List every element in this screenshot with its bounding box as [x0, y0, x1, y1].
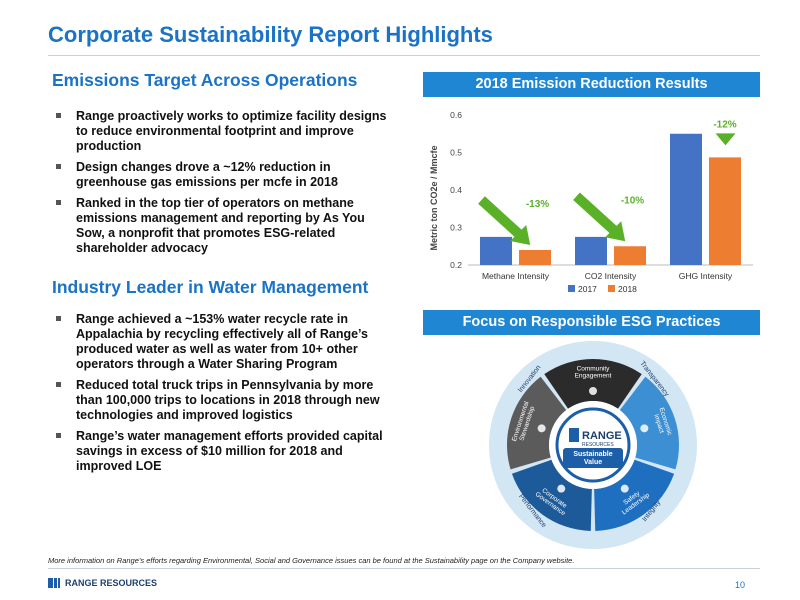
legend-label: 2017 [578, 284, 597, 294]
wheel-segment-2 [594, 459, 675, 531]
bar-2018-0 [519, 250, 551, 265]
chart-banner: 2018 Emission Reduction Results [423, 72, 760, 97]
page-title: Corporate Sustainability Report Highligh… [48, 22, 493, 47]
bullet-square-icon [56, 200, 61, 205]
x-tick-label: Methane Intensity [482, 271, 550, 281]
y-tick-label: 0.6 [450, 110, 462, 120]
list-item: Reduced total truck trips in Pennsylvani… [52, 378, 392, 423]
emissions-heading: Emissions Target Across Operations [52, 70, 358, 90]
list-item: Design changes drove a ~12% reduction in… [52, 160, 392, 190]
bar-2018-1 [614, 246, 646, 265]
bar-2017-2 [670, 133, 702, 265]
emissions-bullet-list: Range proactively works to optimize faci… [52, 109, 392, 262]
bullet-text: Range proactively works to optimize faci… [76, 109, 387, 153]
logo-text: RANGE RESOURCES [65, 578, 158, 588]
bar-2017-0 [480, 236, 512, 265]
center-brand: RANGE [582, 430, 622, 442]
bullet-text: Design changes drove a ~12% reduction in… [76, 160, 338, 189]
list-item: Ranked in the top tier of operators on m… [52, 196, 392, 256]
wheel-segment-1 [619, 376, 679, 470]
y-tick-label: 0.2 [450, 260, 462, 270]
water-heading: Industry Leader in Water Management [52, 277, 369, 297]
legend-label: 2018 [618, 284, 637, 294]
y-tick-label: 0.5 [450, 148, 462, 158]
bullet-text: Reduced total truck trips in Pennsylvani… [76, 378, 380, 422]
wheel-segment-3 [511, 459, 592, 531]
segment-icon [620, 484, 629, 493]
water-bullet-list: Range achieved a ~153% water recycle rat… [52, 312, 392, 480]
range-logo-icon [48, 578, 60, 588]
bullet-square-icon [56, 433, 61, 438]
center-value-badge [563, 448, 623, 468]
bullet-text: Ranked in the top tier of operators on m… [76, 196, 365, 255]
footer-logo: RANGE RESOURCES [48, 578, 157, 588]
bullet-text: Range’s water management efforts provide… [76, 429, 383, 473]
esg-banner: Focus on Responsible ESG Practices [423, 310, 760, 335]
y-tick-label: 0.3 [450, 223, 462, 233]
bar-2017-1 [575, 236, 607, 265]
wheel-segment-label: Community Engagement [575, 366, 612, 380]
reduction-label: -12% [713, 119, 736, 130]
bar-2018-2 [709, 157, 741, 265]
reduction-arrow-head [510, 225, 531, 245]
footnote: More information on Range’s efforts rega… [48, 556, 575, 565]
reduction-label: -13% [526, 199, 549, 210]
segment-icon [640, 424, 649, 433]
list-item: Range proactively works to optimize faci… [52, 109, 392, 154]
legend-swatch-2017 [568, 285, 575, 292]
wheel-segment-0 [544, 359, 642, 409]
reduction-arrow [478, 196, 526, 241]
reduction-arrow-head [715, 133, 736, 146]
x-tick-label: CO2 Intensity [585, 271, 637, 281]
reduction-arrow [573, 192, 621, 237]
page-number: 10 [735, 580, 746, 590]
y-tick-label: 0.4 [450, 185, 462, 195]
bullet-text: Range achieved a ~153% water recycle rat… [76, 312, 369, 371]
range-logo-icon [569, 428, 579, 442]
segment-icon [537, 424, 546, 433]
legend-swatch-2018 [608, 285, 615, 292]
bullet-square-icon [56, 316, 61, 321]
reduction-label: -10% [621, 195, 644, 206]
center-value: Sustainable Value [573, 451, 612, 466]
reduction-arrow-head [605, 221, 626, 242]
bullet-square-icon [56, 382, 61, 387]
emission-chart: Metric ton CO2e / Mmcfe 0.2 0.3 0.4 0.5 0.6 M… [429, 110, 753, 294]
list-item: Range achieved a ~153% water recycle rat… [52, 312, 392, 372]
y-axis-label: Metric ton CO2e / Mmcfe [429, 145, 439, 250]
title-divider [48, 55, 760, 56]
center-brand-sub: RESOURCES [582, 442, 614, 448]
list-item: Range’s water management efforts provide… [52, 429, 392, 474]
bullet-square-icon [56, 164, 61, 169]
wheel-segment-4 [507, 376, 567, 470]
bullet-square-icon [56, 113, 61, 118]
segment-icon [557, 484, 566, 493]
x-tick-label: GHG Intensity [679, 271, 733, 281]
esg-wheel: Community EngagementEconomicImpactSafetyL… [489, 341, 697, 549]
segment-icon [589, 387, 597, 395]
footer-divider [48, 568, 760, 569]
